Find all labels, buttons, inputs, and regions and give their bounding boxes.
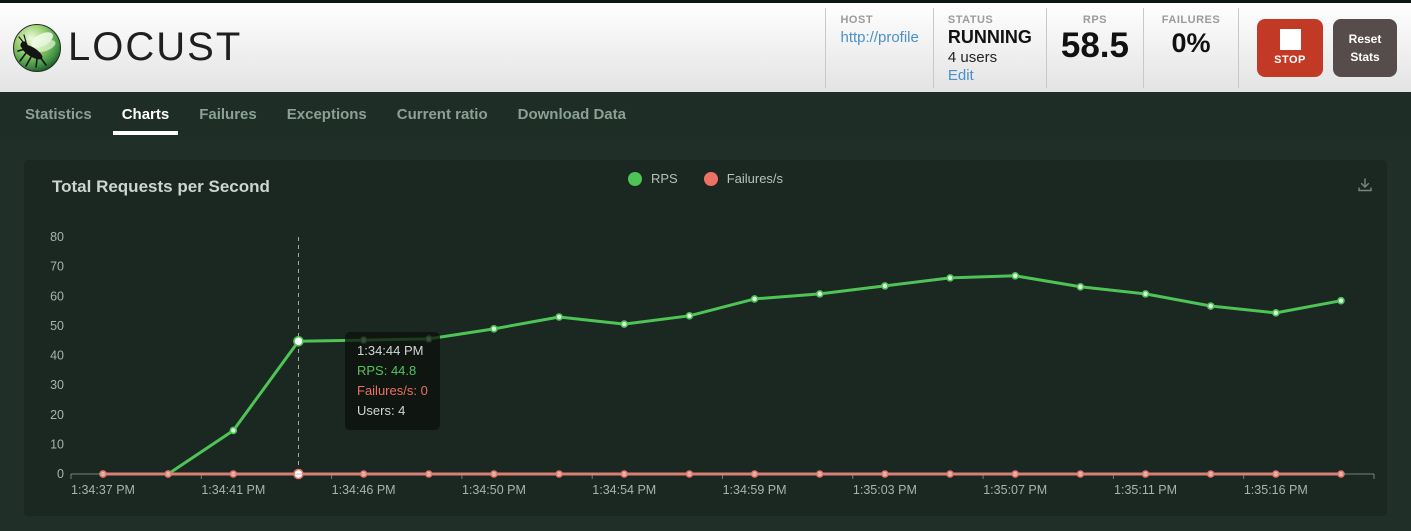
x-axis-label: 1:35:07 PM [983,483,1047,497]
data-point [359,336,368,344]
header-buttons: STOP Reset Stats [1257,18,1397,77]
failures-label: FAILURES [1161,13,1221,26]
rps-value: 58.5 [1060,25,1129,65]
data-point [293,335,304,347]
download-icon[interactable] [1356,176,1374,194]
legend-label: RPS [650,171,678,186]
data-point [881,282,889,290]
failures-value: 0% [1171,27,1211,58]
data-point [946,274,954,282]
chart-title: Total Requests per Second [52,177,270,196]
data-point [1206,302,1215,310]
header: LOCUST HOST http://profile STATUS RUNNIN… [0,3,1411,92]
tab-statistics[interactable]: Statistics [25,106,92,123]
x-axis-label: 1:35:03 PM [853,483,917,497]
x-axis-label: 1:34:50 PM [462,483,526,497]
x-axis-label: 1:34:59 PM [723,483,787,497]
status-user-count: 4 users [947,48,998,66]
data-point [1076,282,1085,291]
locust-logo-icon [13,23,61,72]
page-content: 1:34:37 PM 1:34:41 PM 1:34:46 PM 1:34:50 PM… [0,137,1411,531]
series-line-rps [103,274,1342,476]
tab-current-ratio[interactable]: Current ratio [396,106,488,123]
y-axis-label: 30 [50,378,64,392]
legend-item-rps[interactable]: RPS [627,171,678,186]
stop-button[interactable]: STOP [1257,18,1323,77]
tab-exceptions[interactable]: Exceptions [286,106,367,123]
host-section: HOST http://profile [825,7,934,88]
data-point [490,325,498,333]
y-axis-label: 20 [50,408,64,422]
header-stats: HOST http://profile STATUS RUNNING 4 use… [825,7,1239,88]
legend-item-failures-s[interactable]: Failures/s [703,171,784,186]
nav-tabs: Statistics Charts Failures Exceptions Curren… [0,92,1411,137]
tab-failures[interactable]: Failures [199,106,257,123]
y-axis-label: 50 [50,319,64,333]
data-point [620,320,629,328]
x-axis-label: 1:35:16 PM [1244,483,1308,497]
status-section: STATUS RUNNING 4 users Edit [934,7,1047,88]
x-axis-label: 1:35:11 PM [1114,483,1177,497]
data-point [1011,272,1020,280]
data-point [750,295,759,303]
status-label: STATUS [947,13,994,26]
rps-section: RPS 58.5 [1047,7,1144,88]
y-axis-label: 70 [50,260,64,274]
top-strip [0,0,1411,3]
chart-panel: 1:34:37 PM 1:34:41 PM 1:34:46 PM 1:34:50 PM… [24,160,1387,516]
data-point [555,313,563,321]
status-value: RUNNING [947,26,1032,47]
legend-dot [627,171,642,186]
y-axis-label: 80 [50,230,64,244]
data-point [229,426,238,435]
data-point [1272,309,1280,317]
rps-label: RPS [1082,13,1107,26]
y-axis-label: 60 [50,289,64,303]
host-label: HOST [840,13,874,26]
y-axis-label: 40 [50,349,64,363]
legend-dot [703,171,718,186]
reset-stats-button[interactable]: Reset Stats [1333,18,1397,77]
tab-charts[interactable]: Charts [112,92,180,137]
data-point [1141,290,1150,298]
stop-square-icon [1279,29,1301,50]
host-link[interactable]: http://profile [840,28,919,46]
tab-download-data[interactable]: Download Data [517,106,626,123]
legend-label: Failures/s [726,171,784,186]
x-axis-label: 1:34:41 PM [201,483,265,497]
data-point [815,290,824,298]
data-point [424,335,433,343]
data-point [685,312,694,320]
data-point [1337,296,1345,305]
logo: LOCUST [12,23,242,73]
chart-legend: RPS Failures/s [24,171,1387,186]
failures-section: FAILURES 0% [1144,7,1239,88]
x-axis-label: 1:34:37 PM [71,483,135,497]
rps-chart[interactable]: 1:34:37 PM 1:34:41 PM 1:34:46 PM 1:34:50 PM… [24,160,1387,516]
logo-text: LOCUST [68,25,243,69]
x-axis-label: 1:34:46 PM [332,483,396,497]
y-axis-label: 0 [57,467,64,481]
y-axis-label: 10 [50,437,64,451]
stop-button-label: STOP [1274,54,1306,66]
edit-link[interactable]: Edit [947,66,974,84]
x-axis-label: 1:34:54 PM [592,483,656,497]
